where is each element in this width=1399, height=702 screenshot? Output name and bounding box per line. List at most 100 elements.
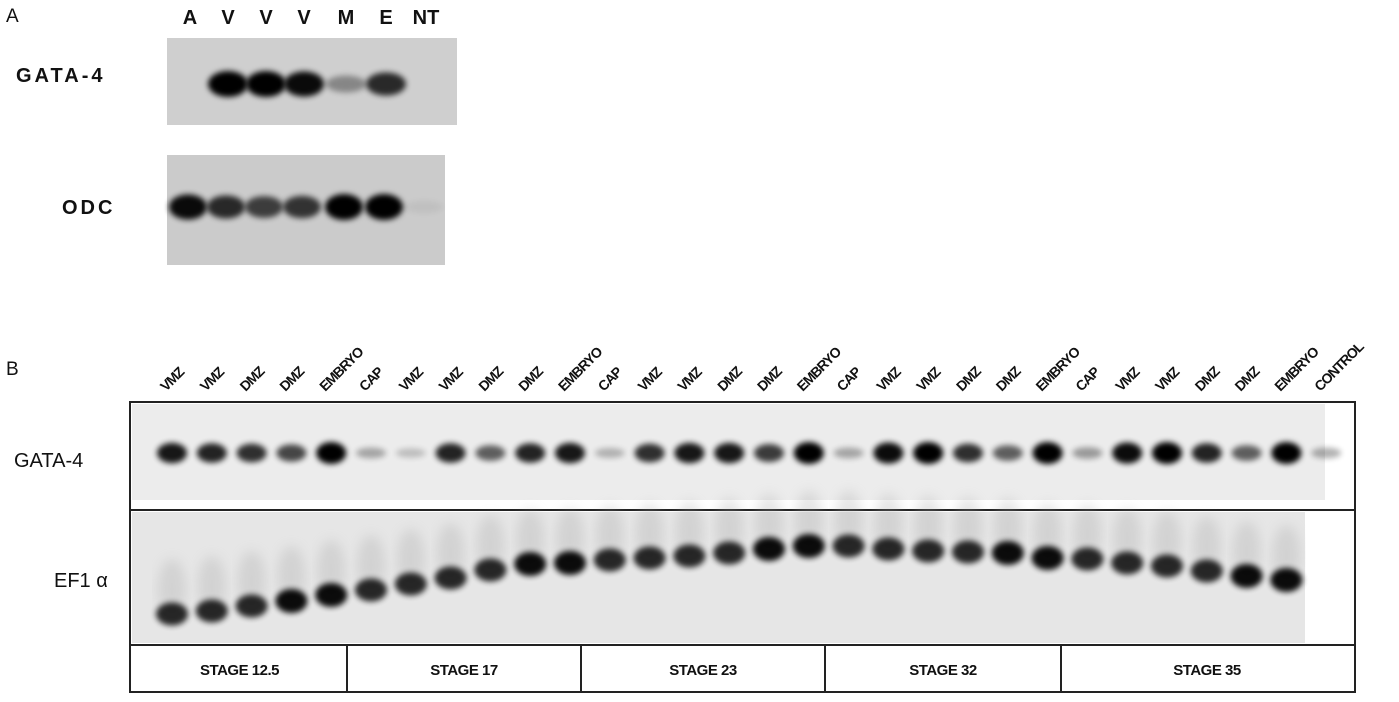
lane-label: CAP <box>356 364 387 395</box>
row-label: GATA-4 <box>16 65 105 87</box>
stage-label: STAGE 17 <box>430 662 498 679</box>
band <box>912 539 945 563</box>
band <box>515 443 546 463</box>
row-label: EF1 α <box>54 570 108 592</box>
band <box>873 442 904 464</box>
band <box>634 443 665 463</box>
band <box>753 537 785 561</box>
lane-label: CAP <box>833 364 864 395</box>
band <box>674 442 705 464</box>
row-label: GATA-4 <box>14 450 83 472</box>
stage-label: STAGE 12.5 <box>200 662 279 679</box>
lane-label: CONTROL <box>1311 338 1367 394</box>
band <box>325 194 363 220</box>
band <box>673 544 706 568</box>
band <box>872 537 905 561</box>
band <box>207 195 245 219</box>
band <box>275 589 308 613</box>
band <box>992 445 1023 461</box>
band <box>284 71 324 97</box>
band <box>1271 442 1302 464</box>
lane-label: DMZ <box>515 362 547 394</box>
band <box>156 602 188 626</box>
band <box>196 443 227 463</box>
band <box>793 442 824 464</box>
band <box>276 444 307 462</box>
band <box>169 194 207 220</box>
lane-label: DMZ <box>1192 362 1224 394</box>
band <box>283 195 321 219</box>
band <box>475 445 506 461</box>
band <box>1190 559 1223 583</box>
lane-label: VMZ <box>197 363 228 394</box>
band <box>991 541 1024 565</box>
band <box>236 443 267 463</box>
stage-label: STAGE 32 <box>909 662 977 679</box>
lane-label: A <box>183 7 197 29</box>
band <box>394 572 427 596</box>
lane-label: VMZ <box>913 363 944 394</box>
band <box>326 75 366 93</box>
lane-label: VMZ <box>435 363 466 394</box>
lane-label: VMZ <box>873 363 904 394</box>
lane-label: V <box>259 7 273 29</box>
band <box>365 194 403 220</box>
band <box>1071 547 1104 571</box>
band <box>633 546 666 570</box>
band <box>195 599 228 623</box>
panel-label: B <box>6 359 19 380</box>
band <box>594 448 625 458</box>
lane-label: VMZ <box>634 363 665 394</box>
band <box>555 442 585 464</box>
lane-label: DMZ <box>953 362 985 394</box>
band <box>754 444 784 462</box>
band <box>395 448 426 458</box>
panel-label: A <box>6 6 19 27</box>
bands <box>156 71 1342 626</box>
lane-label: VMZ <box>674 363 705 394</box>
band <box>1031 546 1064 570</box>
band <box>1112 442 1143 464</box>
band <box>714 442 745 464</box>
lane-label: DMZ <box>236 362 268 394</box>
band <box>1311 447 1342 459</box>
lane-label: CAP <box>595 364 626 395</box>
band <box>1231 445 1262 461</box>
lane-label: VMZ <box>396 363 427 394</box>
band <box>355 578 387 602</box>
lane-label: E <box>379 7 392 29</box>
band <box>953 443 983 463</box>
lane-label: VMZ <box>157 363 188 394</box>
lane-label: DMZ <box>993 362 1025 394</box>
band <box>208 71 248 97</box>
lane-label: DMZ <box>1231 362 1263 394</box>
lane-label: M <box>338 7 355 29</box>
band <box>1151 554 1183 578</box>
lane-label: DMZ <box>754 362 786 394</box>
stage-label: STAGE 35 <box>1173 662 1241 679</box>
band <box>245 196 283 218</box>
band <box>833 447 864 459</box>
band <box>1152 442 1182 464</box>
lane-label: V <box>221 7 235 29</box>
band <box>514 552 547 576</box>
lane-label: VMZ <box>1112 363 1143 394</box>
band <box>1111 551 1144 575</box>
band <box>246 71 286 97</box>
band <box>434 566 467 590</box>
band <box>713 541 746 565</box>
lane-label: CAP <box>1072 364 1103 395</box>
band <box>157 442 187 464</box>
lane-label: V <box>297 7 311 29</box>
band <box>315 583 348 607</box>
band <box>405 200 443 214</box>
band <box>952 540 984 564</box>
band <box>554 551 586 575</box>
stage-label: STAGE 23 <box>669 662 737 679</box>
band <box>316 442 347 464</box>
lane-label: NT <box>413 7 440 29</box>
band <box>1270 568 1303 592</box>
band <box>792 534 825 558</box>
band <box>1032 442 1063 464</box>
